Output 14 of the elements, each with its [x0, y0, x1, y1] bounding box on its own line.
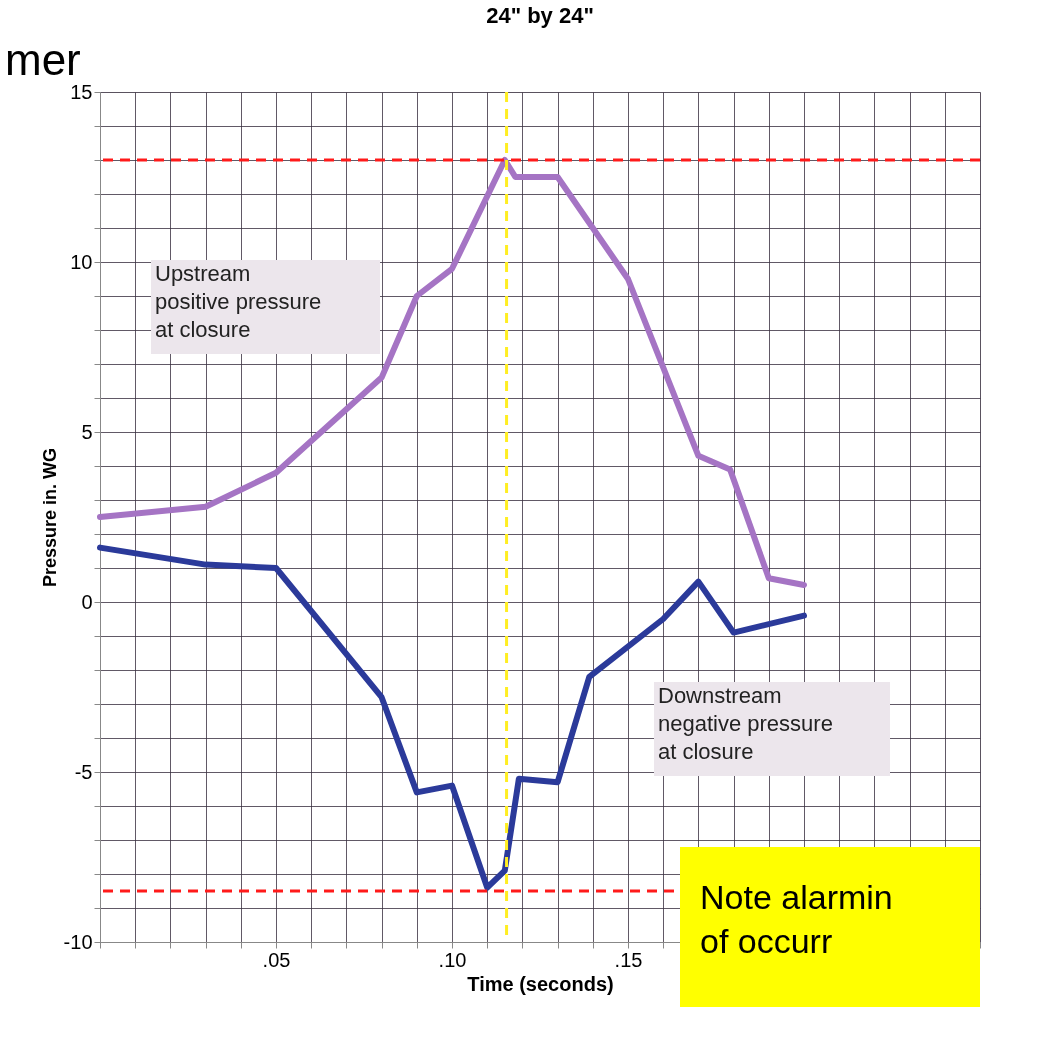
y-tick-label: 0 — [81, 590, 93, 613]
y-axis-title: Pressure in. WG — [39, 447, 60, 588]
x-axis-title: Time (seconds) — [467, 972, 614, 995]
y-tick-label: 10 — [70, 250, 93, 273]
annotation: Upstream positive pressure at closure — [155, 261, 322, 342]
y-tick-label: -10 — [63, 930, 93, 953]
chart-title: 24" by 24" — [486, 3, 594, 28]
x-tick-label: .15 — [614, 948, 643, 971]
annotation: Note alarmin of occurr — [700, 878, 893, 960]
annotation: Downstream negative pressure at closure — [658, 683, 833, 764]
x-tick-label: .05 — [262, 948, 291, 971]
x-tick-label: .10 — [438, 948, 467, 971]
y-tick-label: 5 — [81, 420, 93, 443]
y-tick-label: -5 — [74, 760, 93, 783]
